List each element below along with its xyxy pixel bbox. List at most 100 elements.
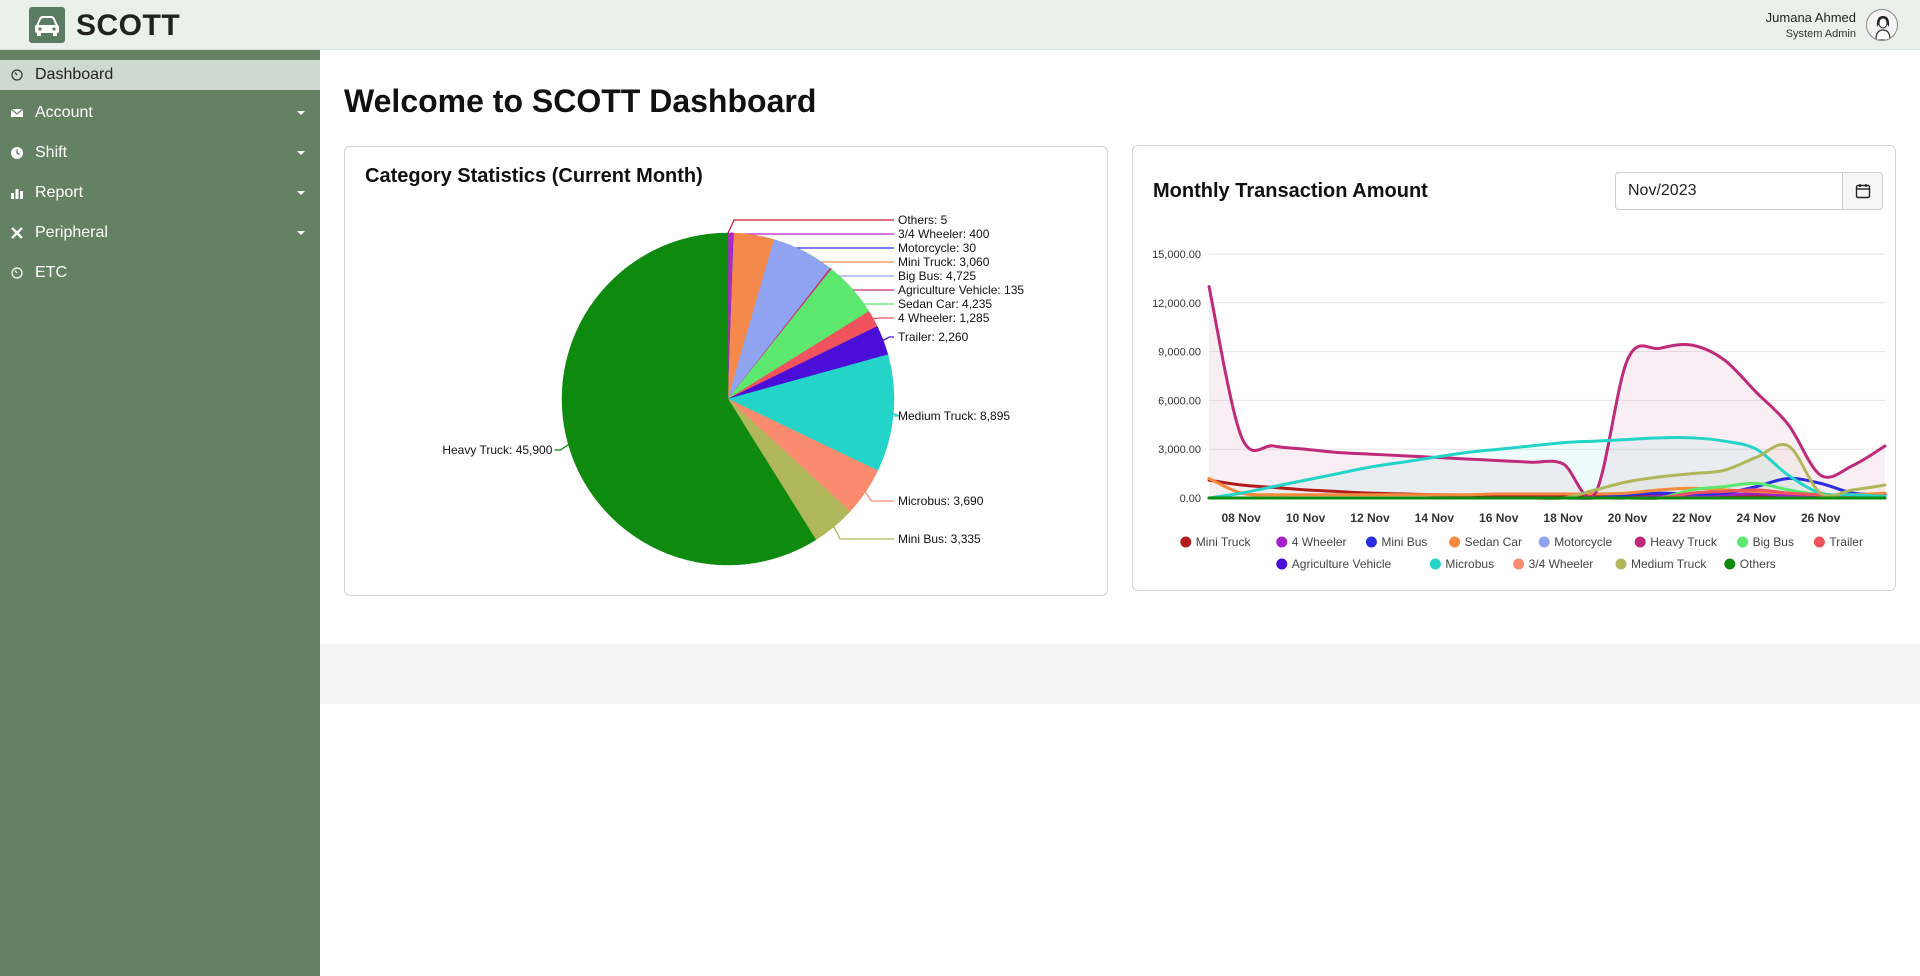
legend-label[interactable]: Microbus	[1445, 557, 1494, 571]
top-bar: SCOTT Jumana Ahmed System Admin	[0, 0, 1920, 50]
legend-marker[interactable]	[1513, 558, 1525, 570]
series-line[interactable]	[1207, 285, 1887, 499]
legend-marker[interactable]	[1276, 536, 1288, 548]
legend-marker[interactable]	[1365, 536, 1377, 548]
x-tick-label: 22 Nov	[1672, 511, 1712, 525]
month-input[interactable]	[1615, 172, 1843, 210]
sidebar-item-etc[interactable]: ETC	[0, 253, 320, 293]
pie-label: Medium Truck: 8,895	[898, 409, 1010, 423]
legend-label[interactable]: Motorcycle	[1554, 535, 1612, 549]
legend-marker[interactable]	[1538, 536, 1550, 548]
pie-label: Mini Bus: 3,335	[898, 532, 981, 546]
legend-marker[interactable]	[1737, 536, 1749, 548]
x-tick-label: 14 Nov	[1415, 511, 1455, 525]
legend-marker[interactable]	[1276, 558, 1288, 570]
monthly-transaction-card: Monthly Transaction Amount 0.00 3,000.00 6…	[1132, 145, 1896, 591]
bar-chart-icon	[10, 186, 24, 200]
pie-leader-line	[727, 219, 894, 234]
pie-label: Motorcycle: 30	[898, 241, 976, 255]
pie-label: Mini Truck: 3,060	[898, 255, 990, 269]
legend-label[interactable]: 4 Wheeler	[1292, 535, 1347, 549]
legend-marker[interactable]	[1429, 558, 1441, 570]
chevron-down-icon	[297, 231, 305, 235]
sidebar-item-label: Shift	[35, 144, 68, 161]
user-avatar-icon[interactable]	[1866, 9, 1898, 41]
sidebar-item-label: ETC	[35, 264, 67, 281]
x-tick-label: 16 Nov	[1479, 511, 1519, 525]
legend-label[interactable]: Others	[1740, 557, 1776, 571]
legend-label[interactable]: Sedan Car	[1465, 535, 1522, 549]
x-tick-label: 20 Nov	[1608, 511, 1648, 525]
pie-label: 4 Wheeler: 1,285	[898, 311, 990, 325]
calendar-button[interactable]	[1842, 172, 1883, 210]
series-line[interactable]	[1207, 436, 1887, 500]
sidebar-item-label: Dashboard	[35, 66, 114, 83]
sidebar-item-account[interactable]: Account	[0, 93, 320, 133]
pie-label: Sedan Car: 4,235	[898, 297, 992, 311]
user-info[interactable]: Jumana Ahmed System Admin	[1766, 10, 1856, 40]
y-tick-label: 0.00	[1180, 493, 1201, 505]
pie-label: Trailer: 2,260	[898, 330, 969, 344]
x-tick-label: 10 Nov	[1286, 511, 1326, 525]
legend-marker[interactable]	[1449, 536, 1461, 548]
series-line[interactable]	[1207, 478, 1887, 498]
legend-label[interactable]: Agriculture Vehicle	[1292, 557, 1392, 571]
y-tick-label: 9,000.00	[1158, 347, 1201, 359]
user-role: System Admin	[1785, 28, 1856, 40]
calendar-icon	[1855, 184, 1870, 199]
legend-label[interactable]: Mini Bus	[1381, 535, 1427, 549]
x-tick-label: 26 Nov	[1801, 511, 1841, 525]
pie-slice[interactable]	[727, 354, 895, 472]
pie-leader-line	[893, 413, 900, 417]
pie-leader-line	[730, 232, 894, 235]
pie-leader-line	[554, 444, 569, 451]
legend-label[interactable]: Mini Truck	[1196, 535, 1252, 549]
legend-marker[interactable]	[1180, 536, 1192, 548]
series-area	[1209, 444, 1885, 499]
sidebar-item-report[interactable]: Report	[0, 173, 320, 213]
line-chart[interactable]: 0.00 3,000.00 6,000.00 9,000.00 12,000.00 15,…	[1133, 146, 1897, 592]
legend-marker[interactable]	[1724, 558, 1736, 570]
app-title[interactable]: SCOTT	[76, 9, 181, 42]
sidebar-item-shift[interactable]: Shift	[0, 133, 320, 173]
pie-leader-line	[851, 288, 894, 305]
series-area	[1209, 437, 1885, 498]
legend-marker[interactable]	[1813, 536, 1825, 548]
sidebar-item-label: Peripheral	[35, 224, 108, 241]
legend-marker[interactable]	[1634, 536, 1646, 548]
pie-label: Others: 5	[898, 213, 948, 227]
tools-icon	[10, 226, 24, 240]
pie-leader-line	[882, 336, 894, 341]
sidebar-item-label: Account	[35, 104, 93, 121]
sidebar-item-peripheral[interactable]: Peripheral	[0, 213, 320, 253]
clock-icon	[10, 146, 24, 160]
legend-label[interactable]: Big Bus	[1753, 535, 1794, 549]
y-tick-label: 15,000.00	[1152, 249, 1201, 261]
legend-marker[interactable]	[1615, 558, 1627, 570]
pie-label: Big Bus: 4,725	[898, 269, 976, 283]
category-statistics-card: Category Statistics (Current Month) Othe…	[344, 146, 1108, 596]
series-area	[1209, 286, 1885, 498]
pie-leader-line	[802, 251, 894, 277]
legend-label[interactable]: 3/4 Wheeler	[1529, 557, 1594, 571]
x-tick-label: 24 Nov	[1737, 511, 1777, 525]
legend-label[interactable]: Heavy Truck	[1650, 535, 1718, 549]
car-icon[interactable]	[29, 7, 65, 43]
sidebar-item-dashboard[interactable]: Dashboard	[0, 60, 320, 90]
pie-label: 3/4 Wheeler: 400	[898, 227, 990, 241]
y-tick-label: 12,000.00	[1152, 298, 1201, 310]
etc-icon	[10, 266, 24, 280]
dashboard-icon	[10, 68, 24, 82]
page-title: Welcome to SCOTT Dashboard	[344, 83, 817, 119]
card-title: Category Statistics (Current Month)	[365, 165, 703, 187]
x-tick-label: 12 Nov	[1350, 511, 1390, 525]
pie-leader-line	[873, 317, 894, 320]
chevron-down-icon	[297, 111, 305, 115]
pie-label: Agriculture Vehicle: 135	[898, 283, 1024, 297]
y-tick-label: 3,000.00	[1158, 444, 1201, 456]
legend-label[interactable]: Trailer	[1829, 535, 1863, 549]
x-tick-label: 18 Nov	[1543, 511, 1583, 525]
legend-label[interactable]: Medium Truck	[1631, 557, 1707, 571]
card-title: Monthly Transaction Amount	[1153, 180, 1428, 202]
